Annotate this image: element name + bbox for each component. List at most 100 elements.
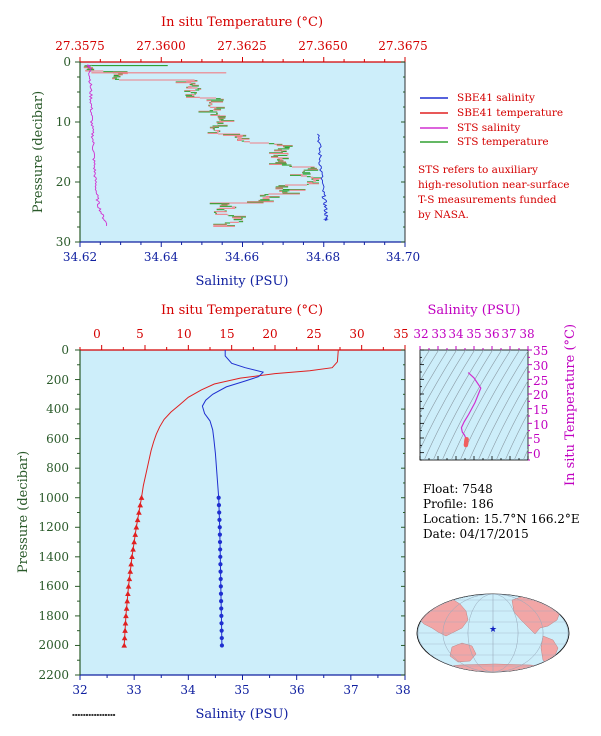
full-profile-top-tick-label: 25 <box>306 327 321 341</box>
density-contour <box>420 350 431 367</box>
legend-label-sts-temperature: STS temperature <box>457 136 549 148</box>
density-contour <box>486 380 528 460</box>
temperature-marker <box>128 561 134 567</box>
full-profile-top-tick-label: 0 <box>93 327 101 341</box>
full-profile-left-tick-label: 1800 <box>38 609 69 623</box>
full-profile-left-tick-label: 1000 <box>38 491 69 505</box>
sts-temperature-line <box>83 64 321 227</box>
density-contour <box>504 412 528 460</box>
temperature-marker <box>125 583 132 589</box>
sts-note-line: high-resolution near-surface <box>418 179 569 191</box>
density-contour <box>477 365 528 460</box>
near-surface-bottom-tick-label: 34.64 <box>144 250 179 264</box>
temperature-marker <box>133 524 140 530</box>
location: Location: 15.7°N 166.2°E <box>423 512 580 526</box>
full-profile-left-tick-label: 0 <box>61 343 69 357</box>
ts-right-tick-label: 20 <box>533 388 548 402</box>
temperature-marker <box>138 494 145 500</box>
density-contours <box>420 350 528 460</box>
density-contour <box>450 350 512 460</box>
near-surface-bottom-tick-label: 34.62 <box>63 250 97 264</box>
sbe41-salinity-line <box>317 133 329 221</box>
full-profile-top-tick-label: 10 <box>176 327 191 341</box>
ts-right-tick-label: 30 <box>533 359 548 373</box>
salinity-marker <box>216 503 222 508</box>
temperature-marker <box>122 627 128 633</box>
full-profile-top-tick-label: 20 <box>262 327 277 341</box>
full-profile-bottom-tick-label: 37 <box>343 683 358 697</box>
density-contour <box>432 350 494 460</box>
near-surface-left-tick-label: 30 <box>56 235 71 249</box>
density-contour <box>420 350 440 382</box>
salinity-marker <box>217 539 223 545</box>
temperature-marker <box>127 568 134 574</box>
ts-diagram-panel: Salinity (PSU) 32 33 34 35 36 37 38 0 5 … <box>413 303 578 486</box>
ts-deep-marker <box>464 436 469 442</box>
ts-right-tick-label: 35 <box>533 344 548 358</box>
ts-top-tick-label: 36 <box>484 327 499 341</box>
temperature-markers <box>121 494 145 648</box>
sbe41-salinity-profile-line <box>201 350 265 646</box>
salinity-marker <box>218 562 223 567</box>
temperature-marker <box>124 598 131 604</box>
ts-right-tick-label: 5 <box>533 432 541 446</box>
ts-right-axis-title: In situ Temperature (°C) <box>563 324 578 486</box>
salinity-marker <box>217 510 222 515</box>
density-contour <box>423 350 485 460</box>
near-surface-left-axis-title: Pressure (decibar) <box>31 91 46 213</box>
full-profile-left-tick-label: 2000 <box>38 638 69 652</box>
salinity-marker <box>219 621 224 626</box>
salinity-marker <box>218 576 223 582</box>
sts-note: STS refers to auxiliary high-resolution … <box>418 164 569 221</box>
near-surface-top-tick-label: 27.3675 <box>378 39 428 53</box>
temperature-marker <box>121 635 128 641</box>
salinity-marker <box>219 643 225 648</box>
salinity-marker <box>219 635 224 641</box>
salinity-marker <box>219 613 224 619</box>
full-profile-top-tick-label: 35 <box>393 327 408 341</box>
ts-diagram-top-axis-title: Salinity (PSU) <box>428 303 521 318</box>
full-profile-left-tick-label: 400 <box>46 402 69 416</box>
legend-label-sbe41-temperature: SBE41 temperature <box>457 107 563 119</box>
temperature-marker <box>129 553 135 560</box>
near-surface-bottom-tick-label: 34.70 <box>386 250 420 264</box>
near-surface-left-tick-label: 0 <box>63 55 71 69</box>
salinity-marker <box>218 591 224 596</box>
ts-top-tick-label: 37 <box>501 327 516 341</box>
near-surface-bottom-tick-label: 34.66 <box>225 250 259 264</box>
footer-stamp: ▪▪▪▪▪▪▪▪▪▪▪▪▪▪▪▪ <box>72 712 116 717</box>
world-map: ★ <box>416 593 570 673</box>
ts-top-tick-label: 32 <box>413 327 428 341</box>
salinity-marker <box>217 525 222 530</box>
full-profile-left-tick-label: 1600 <box>38 579 69 593</box>
near-surface-bottom-tick-label: 34.68 <box>306 250 340 264</box>
temperature-marker <box>123 612 129 619</box>
float-info: Float: 7548 Profile: 186 Location: 15.7°… <box>423 482 580 541</box>
density-contour <box>495 395 528 460</box>
full-profile-bottom-tick-label: 36 <box>289 683 304 697</box>
sts-note-line: by NASA. <box>418 209 469 221</box>
near-surface-panel: In situ Temperature (°C) 27.3575 27.3600… <box>31 15 428 289</box>
ts-right-tick-label: 15 <box>533 403 548 417</box>
temperature-marker <box>121 642 127 648</box>
full-profile-bottom-axis-title: Salinity (PSU) <box>196 707 289 722</box>
density-contour <box>420 350 458 414</box>
ts-deep-markers <box>463 436 469 448</box>
full-profile-top-tick-label: 30 <box>349 327 364 341</box>
float-number: Float: 7548 <box>423 482 493 496</box>
temperature-marker <box>132 531 139 537</box>
density-contour <box>420 350 476 451</box>
temperature-marker <box>136 509 142 515</box>
near-surface-top-tick-label: 27.3625 <box>217 39 267 53</box>
density-contour <box>513 430 528 460</box>
full-profile-left-tick-label: 600 <box>46 432 69 446</box>
full-profile-left-tick-label: 1200 <box>38 520 69 534</box>
salinity-marker <box>218 569 223 574</box>
salinity-marker <box>218 547 223 552</box>
full-profile-top-axis-title: In situ Temperature (°C) <box>161 303 323 318</box>
salinity-marker <box>217 517 222 522</box>
full-profile-left-tick-label: 800 <box>46 461 69 475</box>
ts-top-tick-label: 38 <box>519 327 534 341</box>
near-surface-top-axis-title: In situ Temperature (°C) <box>161 15 323 30</box>
